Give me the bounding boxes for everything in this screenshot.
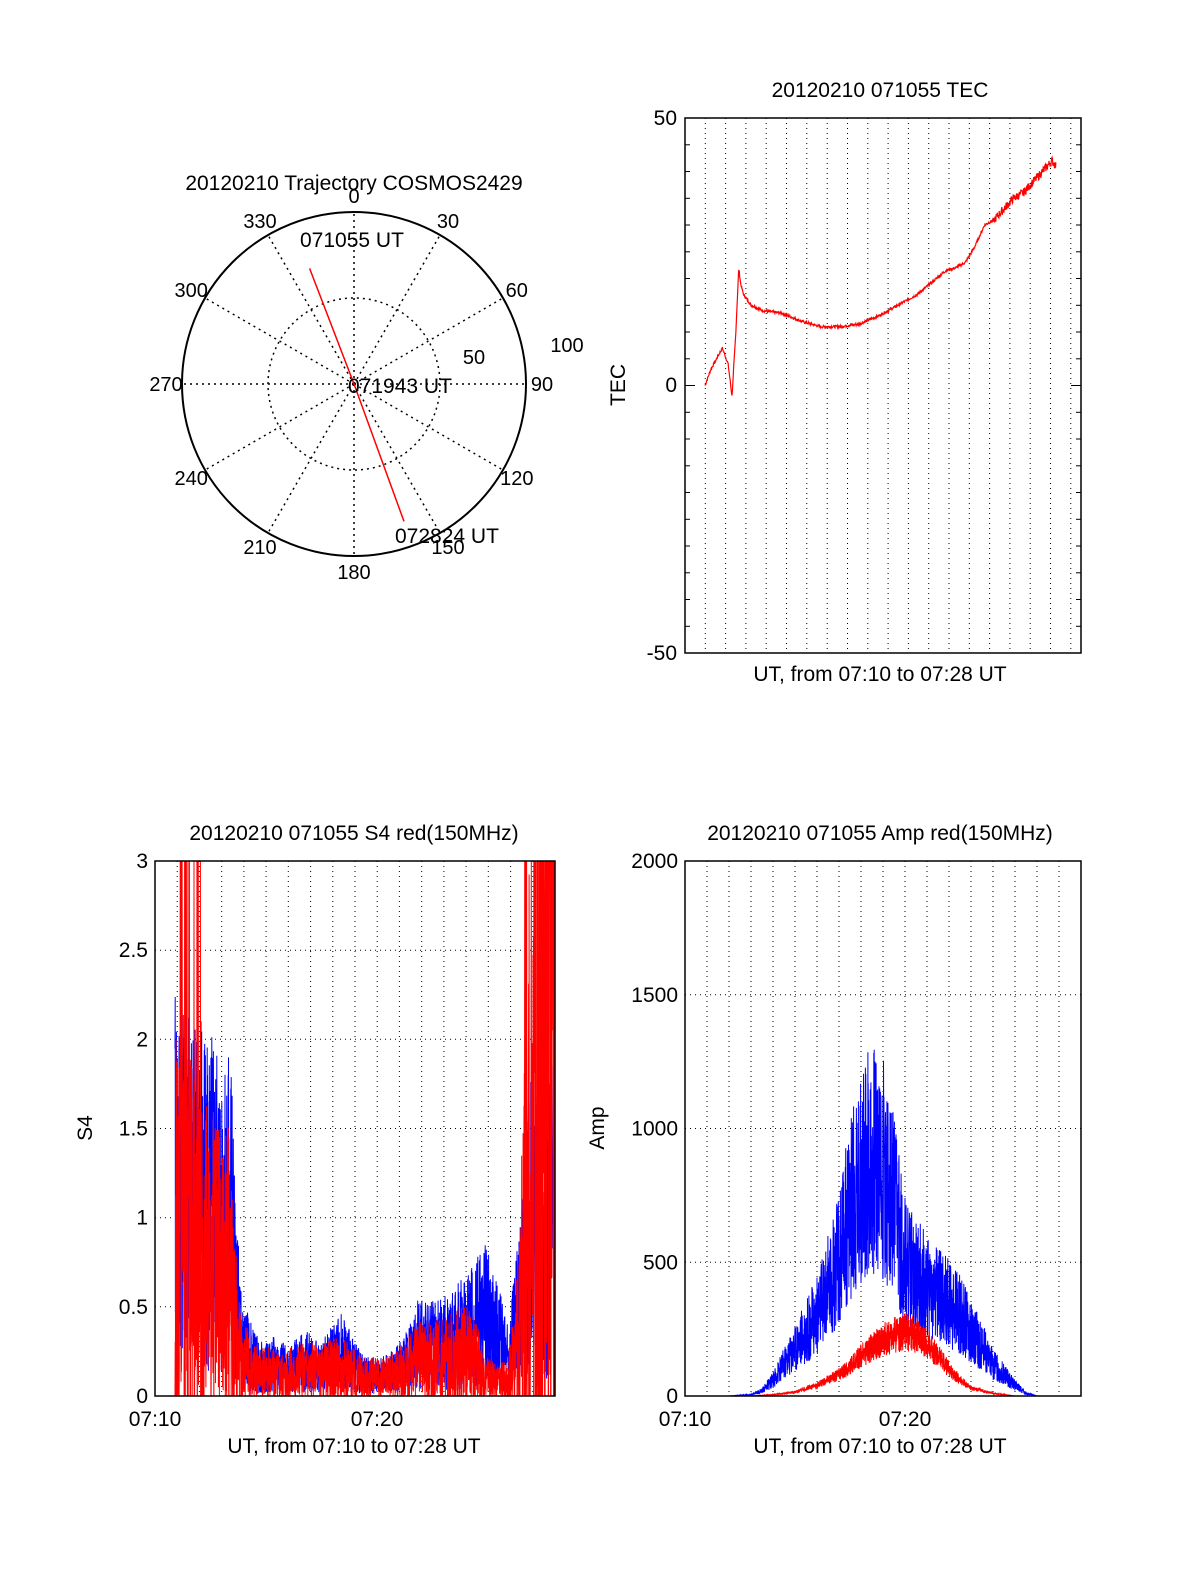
polar-grid (182, 212, 526, 556)
amp-line-1 (685, 1313, 1081, 1397)
tec-line-0 (704, 155, 1057, 396)
s4-ylabel: S4 (74, 1115, 97, 1141)
tec-ylabel: TEC (607, 364, 630, 406)
amp-ytick-label: 2000 (631, 850, 678, 873)
polar-spoke-330 (267, 234, 355, 385)
angle-label-60: 60 (506, 280, 528, 302)
amp-ytick-label: 0 (666, 1385, 678, 1408)
tec-title: 20120210 071055 TEC (772, 79, 989, 102)
radius-label-100: 100 (550, 335, 583, 357)
tec-series (704, 155, 1057, 396)
angle-label-120: 120 (500, 468, 533, 490)
s4-ytick-label: 0.5 (119, 1296, 148, 1319)
angle-labels: 0 30 60 90 120 150 180 210 240 270 300 330 (149, 186, 553, 584)
polar-spoke-30 (353, 234, 441, 385)
polar-spoke-150 (353, 383, 441, 534)
tec-minor-ticks (685, 117, 1081, 654)
s4-xtick-0710: 07:10 (129, 1408, 182, 1431)
tec-ytick-top: 50 (654, 107, 677, 130)
amp-ytick-label: 1000 (631, 1118, 678, 1141)
angle-label-240: 240 (175, 468, 208, 490)
tec-ytick-bottom: -50 (647, 642, 677, 665)
s4-ytick-label: 0 (136, 1385, 148, 1408)
amp-xtick-0710: 07:10 (659, 1408, 712, 1431)
amp-plot-frame (684, 860, 1082, 1397)
tec-panel: 20120210 071055 TEC 50 0 -50 TEC UT, fro… (607, 79, 1082, 686)
tec-ytick-mid: 0 (665, 374, 677, 397)
amp-ylabel: Amp (586, 1106, 609, 1149)
s4-title: 20120210 071055 S4 red(150MHz) (189, 822, 518, 845)
annotation-end-time: 072824 UT (395, 525, 499, 548)
polar-outer-ring (181, 211, 527, 557)
s4-xlabel: UT, from 07:10 to 07:28 UT (227, 1435, 480, 1458)
amp-ytick-label: 500 (643, 1251, 678, 1274)
s4-xtick-0720: 07:20 (351, 1408, 404, 1431)
polar-spoke-60 (353, 297, 504, 385)
angle-label-330: 330 (243, 211, 276, 233)
trajectory-track (308, 268, 405, 522)
annotation-mid-time: 071943 UT (348, 375, 452, 398)
amp-panel: 20120210 071055 Amp red(150MHz) 0 500 1000… (586, 822, 1082, 1458)
s4-ticks: 0 0.5 1 1.5 2 2.5 3 (119, 850, 148, 1408)
tec-grid (704, 118, 1072, 653)
angle-label-90: 90 (531, 374, 553, 396)
amp-xlabel: UT, from 07:10 to 07:28 UT (753, 1435, 1006, 1458)
trajectory-line-0 (308, 268, 405, 522)
polar-spoke-300 (204, 297, 355, 385)
annotation-start-time: 071055 UT (300, 229, 404, 252)
amp-ytick-label: 1500 (631, 984, 678, 1007)
s4-ytick-label: 2.5 (119, 939, 148, 962)
angle-label-300: 300 (175, 280, 208, 302)
polar-spoke-210 (267, 383, 355, 534)
trajectory-title: 20120210 Trajectory COSMOS2429 (185, 172, 522, 195)
polar-spoke-240 (204, 383, 355, 471)
s4-plot-frame (154, 860, 556, 1397)
radius-label-50: 50 (463, 347, 485, 369)
angle-label-210: 210 (243, 537, 276, 559)
s4-line-1 (174, 860, 556, 1397)
s4-panel: 20120210 071055 S4 red(150MHz) 0 0.5 1 1.5 2… (74, 822, 556, 1458)
s4-ytick-label: 3 (136, 850, 148, 873)
trajectory-panel: 20120210 Trajectory COSMOS2429 0 30 60 90 12… (149, 172, 583, 584)
angle-label-30: 30 (437, 211, 459, 233)
polar-spoke-120 (353, 383, 504, 471)
s4-ytick-label: 1 (136, 1207, 148, 1230)
amp-title: 20120210 071055 Amp red(150MHz) (707, 822, 1053, 845)
angle-label-180: 180 (337, 562, 370, 584)
s4-ytick-label: 1.5 (119, 1118, 148, 1141)
angle-label-0: 0 (348, 186, 359, 208)
amp-ticks: 0 500 1000 1500 2000 (631, 850, 678, 1408)
amp-series (685, 1049, 1081, 1398)
tec-plot-frame (684, 117, 1082, 654)
angle-label-270: 270 (149, 374, 182, 396)
s4-series (174, 860, 556, 1397)
angle-label-150: 150 (431, 537, 464, 559)
amp-xtick-0720: 07:20 (879, 1408, 932, 1431)
tec-xlabel: UT, from 07:10 to 07:28 UT (753, 663, 1006, 686)
s4-ytick-label: 2 (136, 1028, 148, 1051)
